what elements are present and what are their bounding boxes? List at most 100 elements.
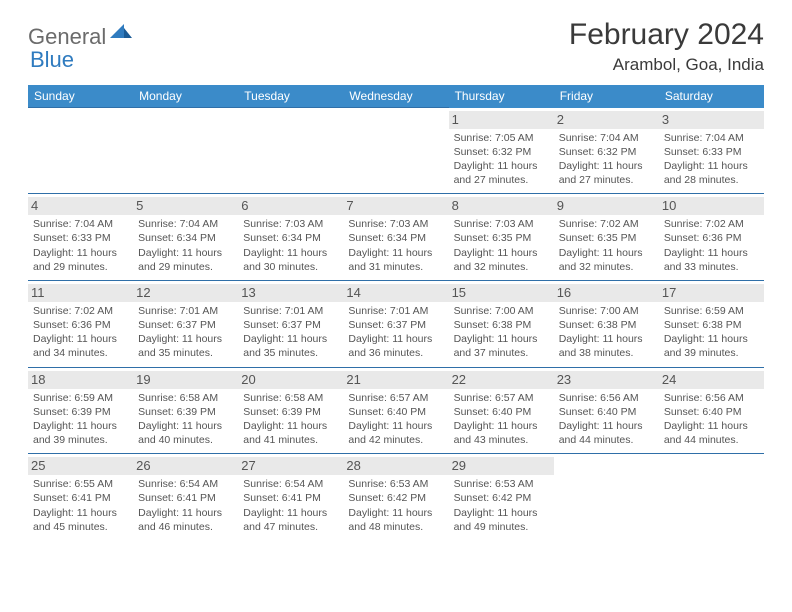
day-number: 21 xyxy=(343,371,448,389)
day-details: Sunrise: 7:02 AMSunset: 6:36 PMDaylight:… xyxy=(33,304,128,361)
calendar-day-cell: 6 Sunrise: 7:03 AMSunset: 6:34 PMDaylight… xyxy=(238,194,343,281)
day-number: 11 xyxy=(28,284,133,302)
brand-part2-wrap: Blue xyxy=(30,47,74,73)
day-details: Sunrise: 6:54 AMSunset: 6:41 PMDaylight:… xyxy=(243,477,338,534)
day-details: Sunrise: 6:56 AMSunset: 6:40 PMDaylight:… xyxy=(559,391,654,448)
calendar-day-cell: 26 Sunrise: 6:54 AMSunset: 6:41 PMDayligh… xyxy=(133,454,238,540)
calendar-day-cell xyxy=(28,108,133,194)
weekday-header: Saturday xyxy=(659,85,764,108)
weekday-header: Sunday xyxy=(28,85,133,108)
day-details: Sunrise: 7:03 AMSunset: 6:34 PMDaylight:… xyxy=(243,217,338,274)
calendar-day-cell: 10 Sunrise: 7:02 AMSunset: 6:36 PMDayligh… xyxy=(659,194,764,281)
day-number: 26 xyxy=(133,457,238,475)
day-number: 5 xyxy=(133,197,238,215)
calendar-day-cell: 24 Sunrise: 6:56 AMSunset: 6:40 PMDayligh… xyxy=(659,367,764,454)
calendar-day-cell: 23 Sunrise: 6:56 AMSunset: 6:40 PMDayligh… xyxy=(554,367,659,454)
day-number: 9 xyxy=(554,197,659,215)
calendar-day-cell: 7Sunrise: 7:03 AMSunset: 6:34 PMDaylight… xyxy=(343,194,448,281)
day-details: Sunrise: 6:58 AMSunset: 6:39 PMDaylight:… xyxy=(243,391,338,448)
day-number: 27 xyxy=(238,457,343,475)
weekday-header: Monday xyxy=(133,85,238,108)
day-details: Sunrise: 6:53 AMSunset: 6:42 PMDaylight:… xyxy=(348,477,443,534)
weekday-header: Wednesday xyxy=(343,85,448,108)
calendar-day-cell: 2 Sunrise: 7:04 AMSunset: 6:32 PMDaylight… xyxy=(554,108,659,194)
day-details: Sunrise: 6:54 AMSunset: 6:41 PMDaylight:… xyxy=(138,477,233,534)
day-number: 25 xyxy=(28,457,133,475)
weekday-header: Thursday xyxy=(449,85,554,108)
calendar-week-row: 4 Sunrise: 7:04 AMSunset: 6:33 PMDaylight… xyxy=(28,194,764,281)
brand-part2: Blue xyxy=(30,47,74,72)
calendar-week-row: 1 Sunrise: 7:05 AMSunset: 6:32 PMDaylight… xyxy=(28,108,764,194)
day-details: Sunrise: 7:01 AMSunset: 6:37 PMDaylight:… xyxy=(348,304,443,361)
day-details: Sunrise: 7:04 AMSunset: 6:33 PMDaylight:… xyxy=(33,217,128,274)
weekday-header: Friday xyxy=(554,85,659,108)
day-details: Sunrise: 7:03 AMSunset: 6:35 PMDaylight:… xyxy=(454,217,549,274)
weekday-header: Tuesday xyxy=(238,85,343,108)
day-number: 3 xyxy=(659,111,764,129)
calendar-day-cell: 21 Sunrise: 6:57 AMSunset: 6:40 PMDayligh… xyxy=(343,367,448,454)
calendar-day-cell: 13 Sunrise: 7:01 AMSunset: 6:37 PMDayligh… xyxy=(238,280,343,367)
day-details: Sunrise: 6:57 AMSunset: 6:40 PMDaylight:… xyxy=(348,391,443,448)
day-number: 13 xyxy=(238,284,343,302)
calendar-week-row: 11 Sunrise: 7:02 AMSunset: 6:36 PMDayligh… xyxy=(28,280,764,367)
day-details: Sunrise: 7:04 AMSunset: 6:32 PMDaylight:… xyxy=(559,131,654,188)
day-details: Sunrise: 7:04 AMSunset: 6:33 PMDaylight:… xyxy=(664,131,759,188)
day-number: 15 xyxy=(449,284,554,302)
calendar-day-cell: 29Sunrise: 6:53 AMSunset: 6:42 PMDayligh… xyxy=(449,454,554,540)
day-number: 28 xyxy=(343,457,448,475)
calendar-day-cell xyxy=(343,108,448,194)
day-details: Sunrise: 7:01 AMSunset: 6:37 PMDaylight:… xyxy=(138,304,233,361)
calendar-day-cell: 17Sunrise: 6:59 AMSunset: 6:38 PMDayligh… xyxy=(659,280,764,367)
day-details: Sunrise: 7:02 AMSunset: 6:36 PMDaylight:… xyxy=(664,217,759,274)
day-number: 16 xyxy=(554,284,659,302)
calendar-day-cell: 1 Sunrise: 7:05 AMSunset: 6:32 PMDaylight… xyxy=(449,108,554,194)
day-number: 10 xyxy=(659,197,764,215)
day-number: 24 xyxy=(659,371,764,389)
calendar-week-row: 18 Sunrise: 6:59 AMSunset: 6:39 PMDayligh… xyxy=(28,367,764,454)
calendar-day-cell xyxy=(554,454,659,540)
calendar-day-cell: 15 Sunrise: 7:00 AMSunset: 6:38 PMDayligh… xyxy=(449,280,554,367)
calendar-day-cell: 19Sunrise: 6:58 AMSunset: 6:39 PMDayligh… xyxy=(133,367,238,454)
day-number: 29 xyxy=(449,457,554,475)
calendar-day-cell xyxy=(659,454,764,540)
day-details: Sunrise: 6:57 AMSunset: 6:40 PMDaylight:… xyxy=(454,391,549,448)
day-number: 17 xyxy=(659,284,764,302)
day-details: Sunrise: 7:02 AMSunset: 6:35 PMDaylight:… xyxy=(559,217,654,274)
location: Arambol, Goa, India xyxy=(569,55,764,75)
calendar-day-cell: 22 Sunrise: 6:57 AMSunset: 6:40 PMDayligh… xyxy=(449,367,554,454)
calendar-day-cell: 11 Sunrise: 7:02 AMSunset: 6:36 PMDayligh… xyxy=(28,280,133,367)
month-title: February 2024 xyxy=(569,18,764,52)
day-number: 2 xyxy=(554,111,659,129)
day-details: Sunrise: 7:04 AMSunset: 6:34 PMDaylight:… xyxy=(138,217,233,274)
day-details: Sunrise: 7:00 AMSunset: 6:38 PMDaylight:… xyxy=(454,304,549,361)
day-details: Sunrise: 7:00 AMSunset: 6:38 PMDaylight:… xyxy=(559,304,654,361)
calendar-day-cell: 27 Sunrise: 6:54 AMSunset: 6:41 PMDayligh… xyxy=(238,454,343,540)
day-details: Sunrise: 7:03 AMSunset: 6:34 PMDaylight:… xyxy=(348,217,443,274)
calendar-day-cell: 3 Sunrise: 7:04 AMSunset: 6:33 PMDaylight… xyxy=(659,108,764,194)
day-number: 18 xyxy=(28,371,133,389)
day-details: Sunrise: 6:56 AMSunset: 6:40 PMDaylight:… xyxy=(664,391,759,448)
day-number: 4 xyxy=(28,197,133,215)
day-details: Sunrise: 7:05 AMSunset: 6:32 PMDaylight:… xyxy=(454,131,549,188)
day-number: 1 xyxy=(449,111,554,129)
calendar-day-cell: 20Sunrise: 6:58 AMSunset: 6:39 PMDayligh… xyxy=(238,367,343,454)
day-number: 6 xyxy=(238,197,343,215)
calendar-week-row: 25 Sunrise: 6:55 AMSunset: 6:41 PMDayligh… xyxy=(28,454,764,540)
day-number: 8 xyxy=(449,197,554,215)
day-details: Sunrise: 7:01 AMSunset: 6:37 PMDaylight:… xyxy=(243,304,338,361)
brand-logo: General xyxy=(28,18,134,50)
day-number: 14 xyxy=(343,284,448,302)
calendar-day-cell: 8 Sunrise: 7:03 AMSunset: 6:35 PMDaylight… xyxy=(449,194,554,281)
day-number: 22 xyxy=(449,371,554,389)
calendar-day-cell: 16 Sunrise: 7:00 AMSunset: 6:38 PMDayligh… xyxy=(554,280,659,367)
calendar-day-cell: 12Sunrise: 7:01 AMSunset: 6:37 PMDayligh… xyxy=(133,280,238,367)
calendar-day-cell: 14 Sunrise: 7:01 AMSunset: 6:37 PMDayligh… xyxy=(343,280,448,367)
calendar-day-cell: 18 Sunrise: 6:59 AMSunset: 6:39 PMDayligh… xyxy=(28,367,133,454)
calendar-day-cell: 28 Sunrise: 6:53 AMSunset: 6:42 PMDayligh… xyxy=(343,454,448,540)
calendar-day-cell: 9 Sunrise: 7:02 AMSunset: 6:35 PMDaylight… xyxy=(554,194,659,281)
day-details: Sunrise: 6:58 AMSunset: 6:39 PMDaylight:… xyxy=(138,391,233,448)
day-number: 23 xyxy=(554,371,659,389)
day-details: Sunrise: 6:55 AMSunset: 6:41 PMDaylight:… xyxy=(33,477,128,534)
calendar-day-cell: 4 Sunrise: 7:04 AMSunset: 6:33 PMDaylight… xyxy=(28,194,133,281)
day-details: Sunrise: 6:59 AMSunset: 6:39 PMDaylight:… xyxy=(33,391,128,448)
